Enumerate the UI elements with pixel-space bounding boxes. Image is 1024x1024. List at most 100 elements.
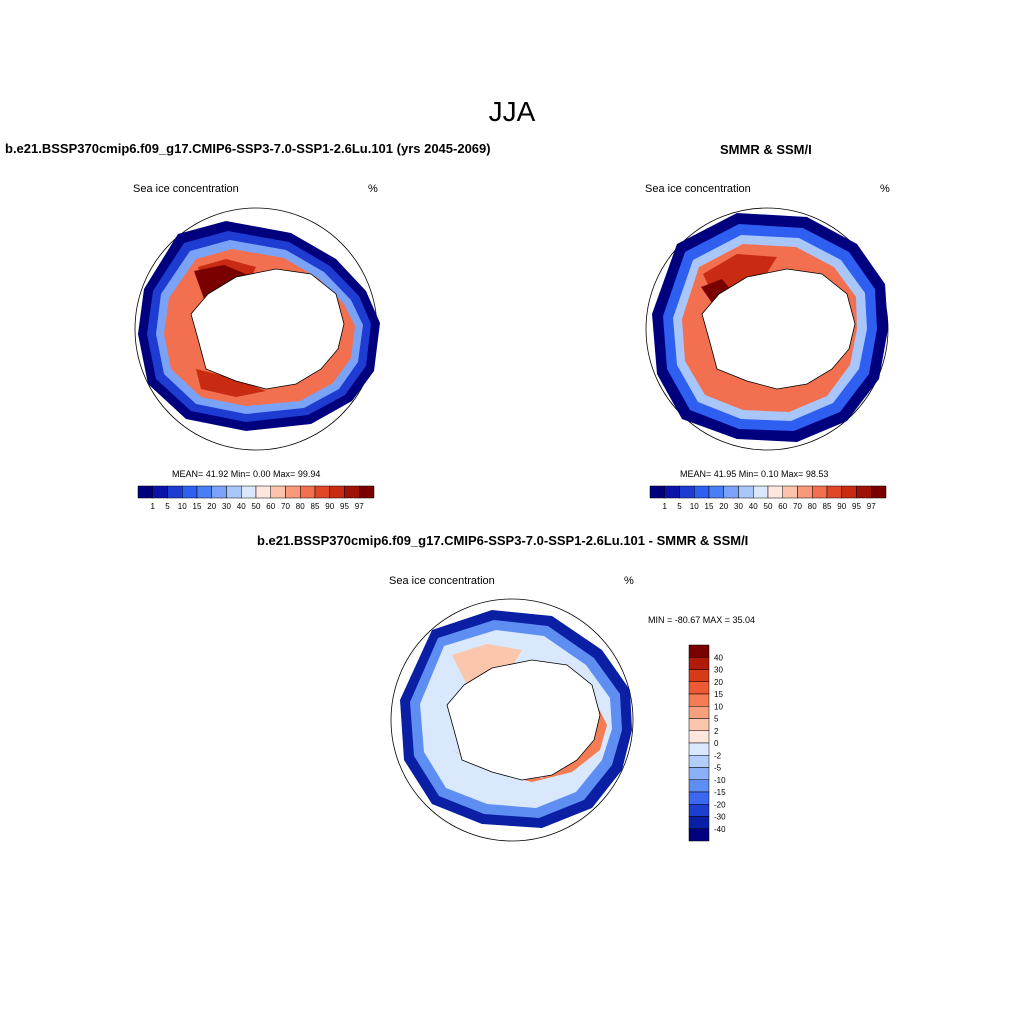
model-colorbar-swatch — [226, 485, 242, 499]
diff-antarctica — [446, 659, 601, 781]
diff-colorbar-tick-label: 10 — [714, 702, 723, 711]
diff-colorbar-tick-label: -5 — [714, 764, 722, 773]
diff-colorbar-swatch — [688, 755, 710, 768]
model-colorbar-tick-label: 40 — [237, 502, 246, 511]
diff-colorbar-swatch — [688, 791, 710, 805]
diff-colorbar-tick-label: 30 — [714, 666, 723, 675]
model-colorbar-swatch — [359, 485, 375, 499]
obs-colorbar-swatch — [649, 485, 665, 499]
obs-colorbar-swatch — [856, 485, 872, 499]
model-colorbar-tick-label: 1 — [151, 502, 156, 511]
diff-field-label: Sea ice concentration — [389, 575, 495, 587]
model-colorbar-swatch — [167, 485, 183, 499]
diff-colorbar-swatch — [688, 644, 710, 658]
model-field-label: Sea ice concentration — [133, 183, 239, 195]
obs-stats: MEAN= 41.95 Min= 0.10 Max= 98.53 — [680, 469, 829, 479]
model-units-label: % — [368, 183, 378, 195]
obs-colorbar-swatch — [826, 485, 842, 499]
obs-colorbar-swatch — [679, 485, 695, 499]
obs-colorbar: 1 5 10 15 20 30 40 50 60 70 80 85 90 95 97 — [649, 485, 887, 511]
obs-colorbar-swatch — [812, 485, 828, 499]
diff-colorbar-swatch — [688, 693, 710, 707]
obs-colorbar-tick-label: 97 — [867, 502, 876, 511]
diff-colorbar-swatch — [688, 816, 710, 829]
model-colorbar-swatch — [182, 485, 198, 499]
model-colorbar-tick-label: 50 — [252, 502, 261, 511]
diff-colorbar-swatch — [688, 706, 710, 719]
obs-colorbar-swatch — [797, 485, 813, 499]
diff-colorbar-tick-label: -30 — [714, 813, 726, 822]
obs-panel-title: SMMR & SSM/I — [720, 142, 812, 157]
obs-colorbar-swatch — [767, 485, 783, 499]
obs-field-label: Sea ice concentration — [645, 183, 751, 195]
diff-colorbar-tick-label: 15 — [714, 690, 723, 699]
obs-colorbar-tick-label: 85 — [823, 502, 832, 511]
model-colorbar-swatch — [152, 485, 168, 499]
obs-units-label: % — [880, 183, 890, 195]
model-antarctica — [190, 268, 345, 390]
diff-colorbar-swatch — [688, 718, 710, 731]
obs-colorbar-swatch — [664, 485, 680, 499]
model-colorbar: 1 5 10 15 20 30 40 50 60 70 80 85 90 95 97 — [137, 485, 375, 511]
obs-colorbar-tick-label: 90 — [837, 502, 846, 511]
model-colorbar-tick-label: 30 — [222, 502, 231, 511]
model-colorbar-tick-label: 10 — [178, 502, 187, 511]
obs-antarctica — [701, 268, 856, 390]
diff-colorbar-tick-label: -20 — [714, 800, 726, 809]
obs-colorbar-swatch — [708, 485, 724, 499]
model-colorbar-tick-label: 70 — [281, 502, 290, 511]
obs-colorbar-swatch — [723, 485, 739, 499]
diff-colorbar-swatch — [688, 681, 710, 695]
model-colorbar-swatch — [137, 485, 153, 499]
model-colorbar-tick-label: 90 — [325, 502, 334, 511]
diff-colorbar-swatch — [688, 730, 710, 744]
diff-colorbar-swatch — [688, 669, 710, 682]
obs-colorbar-swatch — [738, 485, 754, 499]
obs-colorbar-swatch — [871, 485, 887, 499]
model-colorbar-swatch — [211, 485, 227, 499]
obs-colorbar-tick-label: 10 — [690, 502, 699, 511]
obs-colorbar-tick-label: 70 — [793, 502, 802, 511]
obs-colorbar-swatch — [841, 485, 857, 499]
figure-title: JJA — [488, 96, 536, 127]
diff-colorbar-swatch — [688, 767, 710, 780]
diff-colorbar-tick-label: 5 — [714, 715, 719, 724]
model-colorbar-tick-label: 5 — [165, 502, 170, 511]
diff-colorbar-tick-label: 2 — [714, 727, 719, 736]
diff-stats: MIN = -80.67 MAX = 35.04 — [648, 615, 756, 625]
diff-colorbar-swatch — [688, 804, 710, 817]
diff-colorbar-tick-label: 40 — [714, 653, 723, 662]
model-colorbar-tick-label: 20 — [207, 502, 216, 511]
model-colorbar-tick-label: 80 — [296, 502, 305, 511]
diff-colorbar-swatch — [688, 742, 710, 756]
model-stats: MEAN= 41.92 Min= 0.00 Max= 99.94 — [172, 469, 321, 479]
model-colorbar-tick-label: 85 — [311, 502, 320, 511]
diff-colorbar-tick-label: -2 — [714, 751, 722, 760]
diff-colorbar-tick-label: 0 — [714, 739, 719, 748]
diff-colorbar-tick-label: -10 — [714, 776, 726, 785]
diff-colorbar-tick-label: -40 — [714, 825, 726, 834]
model-colorbar-swatch — [196, 485, 212, 499]
obs-colorbar-tick-label: 80 — [808, 502, 817, 511]
diff-colorbar-tick-label: 20 — [714, 678, 723, 687]
obs-colorbar-tick-label: 95 — [852, 502, 861, 511]
obs-colorbar-tick-label: 20 — [719, 502, 728, 511]
obs-colorbar-swatch — [753, 485, 769, 499]
model-colorbar-tick-label: 97 — [355, 502, 364, 511]
model-colorbar-swatch — [344, 485, 360, 499]
obs-colorbar-tick-label: 5 — [677, 502, 682, 511]
obs-colorbar-swatch — [694, 485, 710, 499]
model-colorbar-swatch — [300, 485, 316, 499]
model-colorbar-tick-label: 60 — [266, 502, 275, 511]
model-colorbar-swatch — [241, 485, 257, 499]
obs-colorbar-tick-label: 40 — [749, 502, 758, 511]
diff-panel-title: b.e21.BSSP370cmip6.f09_g17.CMIP6-SSP3-7.… — [257, 533, 749, 548]
model-colorbar-tick-label: 15 — [193, 502, 202, 511]
model-colorbar-tick-label: 95 — [340, 502, 349, 511]
model-colorbar-swatch — [285, 485, 301, 499]
obs-colorbar-tick-label: 60 — [778, 502, 787, 511]
obs-colorbar-tick-label: 30 — [734, 502, 743, 511]
